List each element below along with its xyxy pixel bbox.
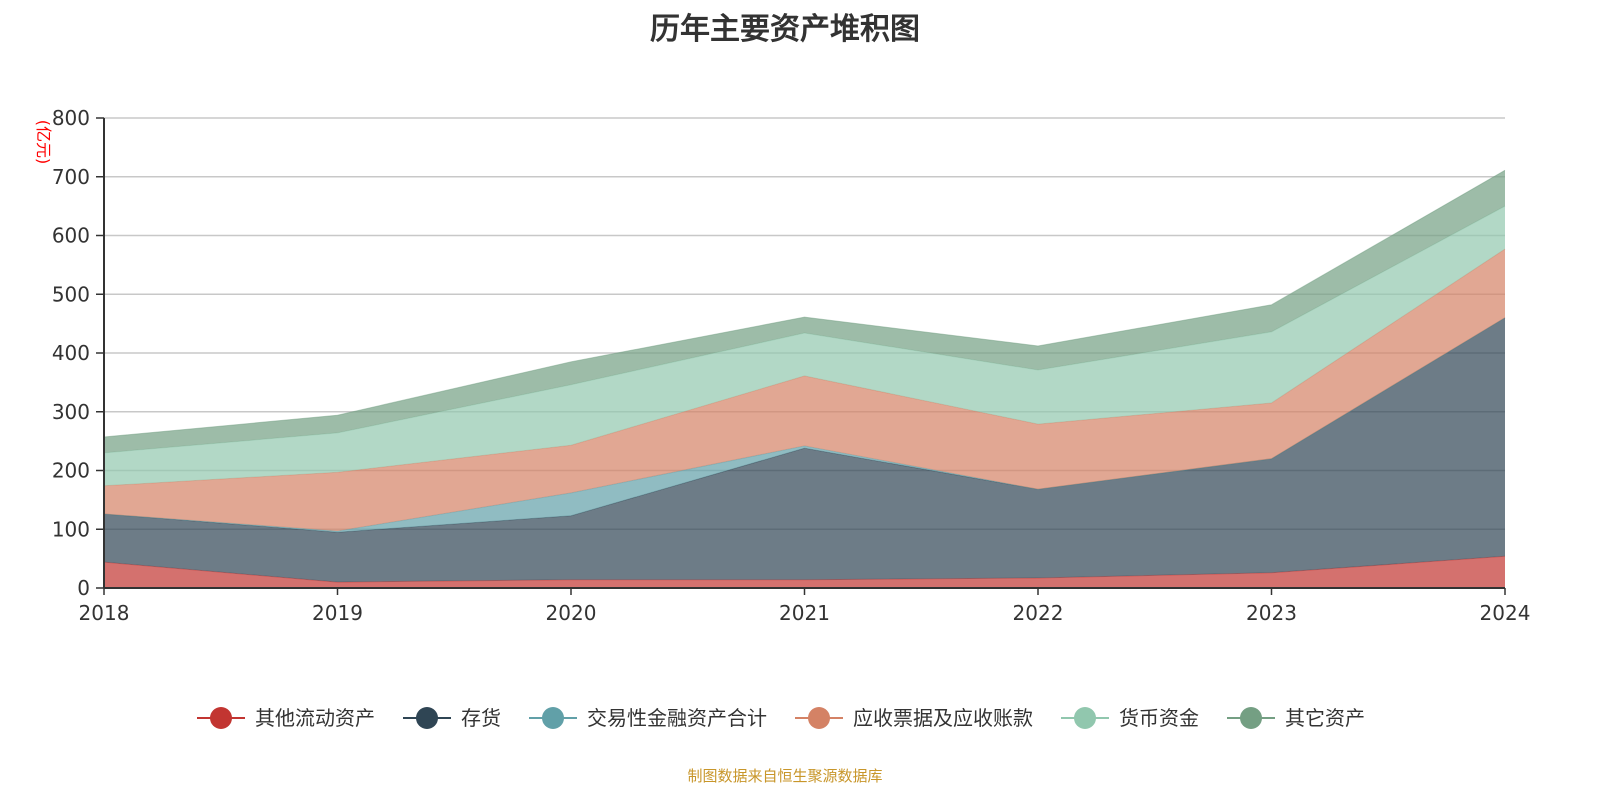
data-source-note: 制图数据来自恒生聚源数据库 (687, 767, 883, 785)
x-tick-label: 2021 (779, 601, 830, 625)
legend-label: 交易性金融资产合计 (587, 706, 767, 730)
y-tick-label: 600 (52, 224, 90, 248)
area-series-4 (104, 206, 1505, 486)
y-tick-label: 100 (52, 517, 90, 541)
x-tick-label: 2023 (1246, 601, 1297, 625)
legend-item-0[interactable]: 其他流动资产 (197, 706, 375, 730)
x-tick-label: 2022 (1013, 601, 1064, 625)
y-tick-label: 200 (52, 459, 90, 483)
y-tick-label: 300 (52, 400, 90, 424)
legend-item-4[interactable]: 货币资金 (1061, 706, 1199, 730)
legend-marker-icon (210, 707, 232, 729)
legend-marker-icon (1074, 707, 1096, 729)
x-tick-label: 2018 (79, 601, 130, 625)
legend-marker-icon (1240, 707, 1262, 729)
chart-title: 历年主要资产堆积图 (650, 12, 920, 47)
legend-item-5[interactable]: 其它资产 (1227, 706, 1365, 730)
y-tick-label: 400 (52, 341, 90, 365)
y-tick-label: 700 (52, 165, 90, 189)
legend-item-2[interactable]: 交易性金融资产合计 (529, 706, 767, 730)
legend-item-1[interactable]: 存货 (403, 706, 501, 730)
y-tick-label: 500 (52, 282, 90, 306)
legend-item-3[interactable]: 应收票据及应收账款 (795, 706, 1033, 730)
area-series-5 (104, 170, 1505, 453)
y-tick-label: 0 (77, 576, 90, 600)
x-tick-label: 2024 (1480, 601, 1531, 625)
legend-marker-icon (808, 707, 830, 729)
y-axis-label: (亿元) (34, 120, 53, 165)
area-line-5 (103, 169, 1506, 438)
legend-label: 货币资金 (1119, 706, 1199, 730)
x-tick-label: 2019 (312, 601, 363, 625)
legend-marker-icon (542, 707, 564, 729)
area-series-1 (104, 317, 1505, 583)
area-series-0 (104, 556, 1505, 588)
y-tick-label: 800 (52, 106, 90, 130)
legend-label: 应收票据及应收账款 (853, 706, 1033, 730)
legend-label: 其它资产 (1285, 706, 1365, 730)
legend-label: 存货 (461, 706, 501, 730)
legend-marker-icon (416, 707, 438, 729)
legend-label: 其他流动资产 (255, 706, 375, 730)
x-tick-label: 2020 (546, 601, 597, 625)
area-series-3 (104, 249, 1505, 532)
